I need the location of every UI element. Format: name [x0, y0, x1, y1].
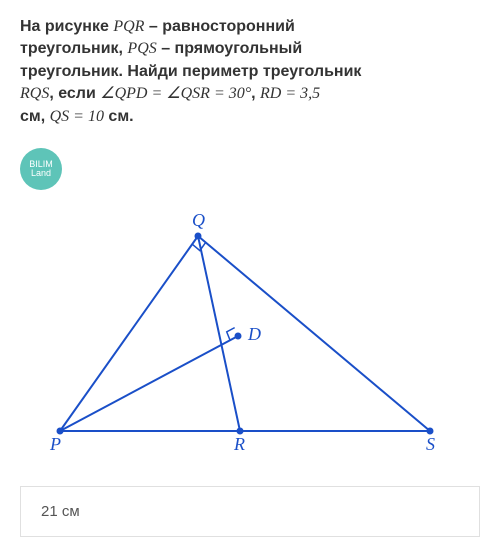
math: PQR — [113, 18, 144, 35]
math: RD = 3,5 — [260, 85, 320, 102]
answer-text: 21 см — [41, 503, 80, 520]
text: , если — [49, 85, 100, 102]
triangle-diagram: Q D P R S — [20, 196, 480, 456]
vertex-p-label: P — [50, 434, 61, 455]
math: ∠QPD = ∠QSR = 30° — [100, 85, 251, 102]
vertex-d-label: D — [248, 324, 261, 345]
text: см, — [20, 108, 50, 125]
text: – прямоугольный — [157, 40, 302, 57]
problem-statement: На рисунке PQR – равносторонний треуголь… — [20, 16, 480, 128]
text: , — [251, 85, 260, 102]
math: PQS — [127, 40, 156, 57]
vertex-r-label: R — [234, 434, 245, 455]
text: треугольник, — [20, 40, 127, 57]
math: QS = 10 — [50, 108, 104, 125]
logo-text: BILIM Land — [20, 160, 62, 178]
math: RQS — [20, 85, 49, 102]
vertex-q-label: Q — [192, 210, 205, 231]
text: – равносторонний — [144, 18, 294, 35]
vertex-s-label: S — [426, 434, 435, 455]
text: На рисунке — [20, 18, 113, 35]
answer-option[interactable]: 21 см — [20, 486, 480, 537]
text: треугольник. Найди периметр треугольник — [20, 63, 361, 80]
brand-logo: BILIM Land — [20, 148, 62, 190]
text: см. — [104, 108, 134, 125]
